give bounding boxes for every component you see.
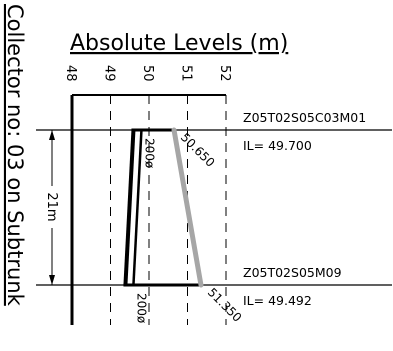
span-label: 21m — [44, 192, 59, 221]
scale-tick-label: 50 — [140, 65, 155, 82]
scale-tick-label: 49 — [102, 65, 117, 82]
scale-tick-label: 51 — [179, 65, 194, 82]
ground-level-label: 51.350 — [205, 285, 245, 325]
span-dimension: 21m — [44, 130, 59, 285]
scale-tick-label: 52 — [217, 65, 232, 82]
pipe-profile — [123, 127, 204, 288]
pipe-size-label: 200ø — [142, 138, 156, 168]
pipe-size-label: 200ø — [134, 293, 148, 323]
pipe-invert-line — [123, 129, 136, 286]
pipe-crown-line — [132, 129, 143, 286]
scale-labels: 48 49 50 51 52 — [63, 65, 232, 82]
ground-level-label: 50.650 — [178, 130, 218, 170]
ground-level-line — [171, 127, 204, 288]
scale-tick-label: 48 — [63, 65, 78, 82]
node-annotations: Z05T02S05C03M01 IL= 49.700 50.650 200ø Z05T0… — [134, 110, 366, 325]
invert-level-label: IL= 49.492 — [243, 293, 312, 308]
invert-level-label: IL= 49.700 — [243, 138, 312, 153]
side-title: Collector no: 03 on Subtrunk — [3, 4, 27, 307]
node-name: Z05T02S05C03M01 — [243, 110, 366, 125]
node-name: Z05T02S05M09 — [243, 265, 342, 280]
chart-title: Absolute Levels (m) — [70, 31, 288, 56]
